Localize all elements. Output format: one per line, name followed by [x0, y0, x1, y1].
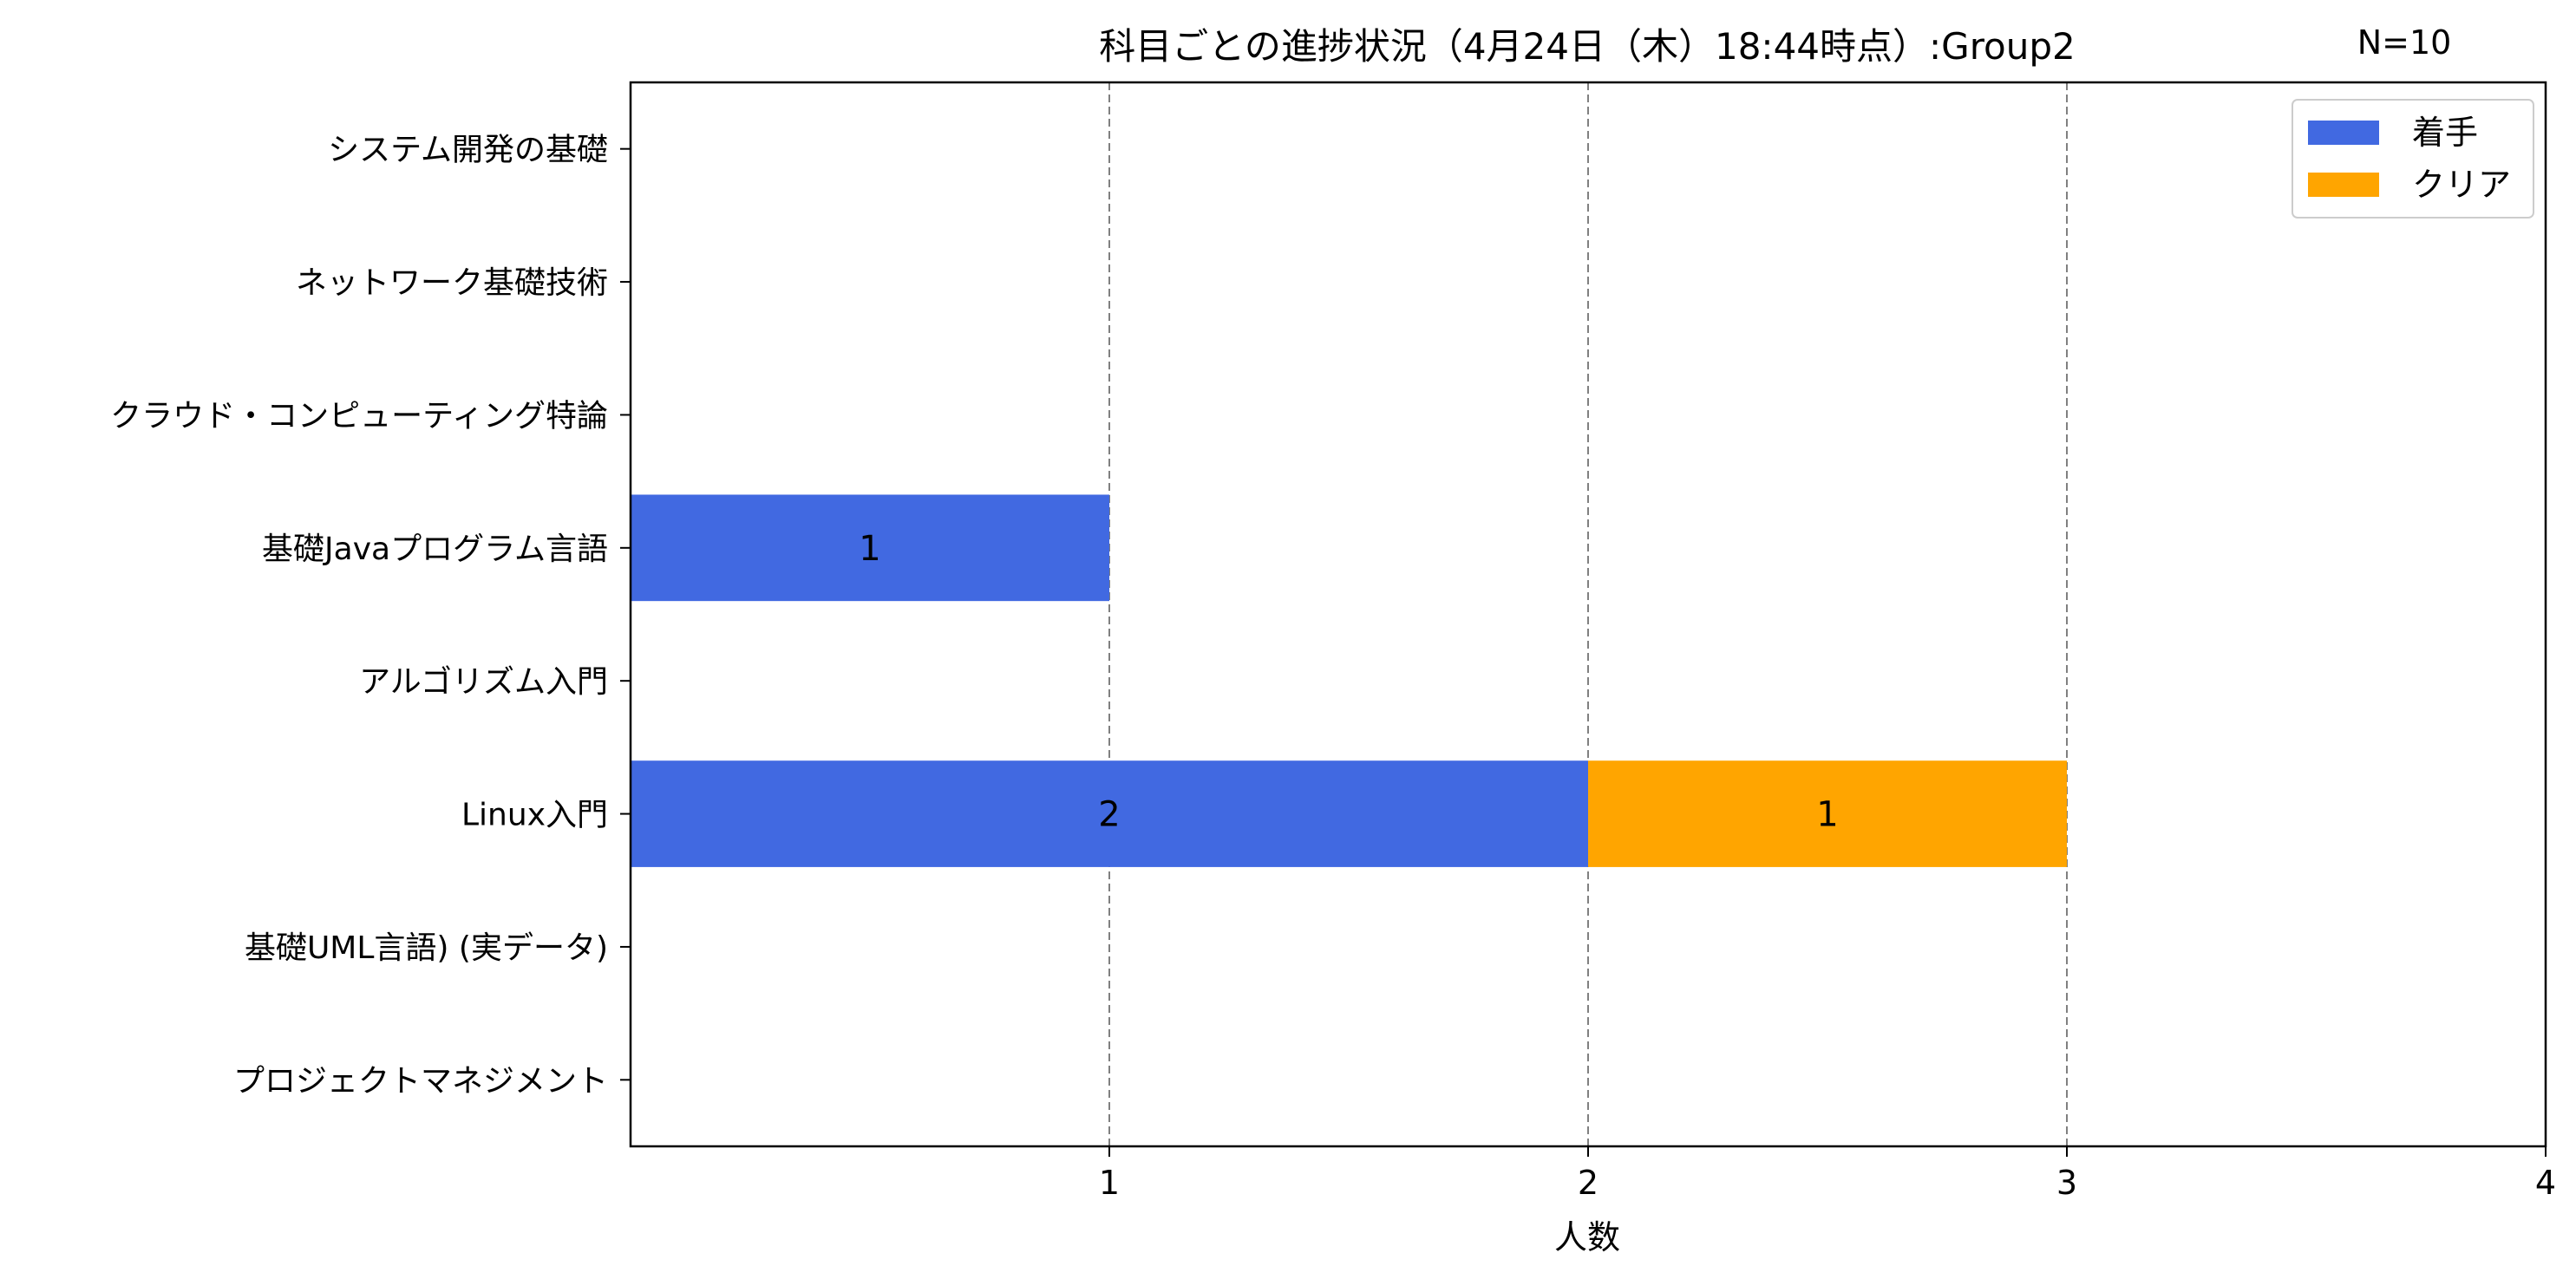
x-tick-label: 3: [2056, 1164, 2077, 1202]
chart-title: 科目ごとの進捗状況（4月24日（木）18:44時点）:Group2: [1099, 25, 2076, 68]
bar-value-label: 2: [1098, 795, 1120, 835]
legend-label: クリア: [2412, 166, 2511, 204]
bar-value-label: 1: [859, 529, 880, 569]
bar-value-label: 1: [1816, 795, 1838, 835]
category-label: 基礎UML言語) (実データ): [245, 930, 608, 966]
category-label: システム開発の基礎: [328, 133, 608, 168]
bars: 1 2 1: [631, 494, 2067, 866]
legend-swatch: [2308, 173, 2379, 197]
sample-size-annotation: N=10: [2357, 23, 2452, 62]
category-label: アルゴリズム入門: [359, 664, 608, 700]
category-label: クラウド・コンピューティング特論: [110, 398, 608, 434]
legend-swatch: [2308, 121, 2379, 145]
x-axis-label: 人数: [1554, 1218, 1620, 1256]
category-label: 基礎Javaプログラム言語: [262, 532, 608, 567]
category-label: プロジェクトマネジメント: [233, 1063, 608, 1099]
x-tick-label: 4: [2535, 1164, 2556, 1202]
y-axis: システム開発の基礎ネットワーク基礎技術クラウド・コンピューティング特論基礎Jav…: [110, 133, 631, 1100]
x-tick-label: 2: [1578, 1164, 1599, 1202]
category-label: ネットワーク基礎技術: [296, 265, 608, 301]
legend-label: 着手: [2412, 114, 2478, 152]
category-label: Linux入門: [461, 798, 608, 833]
x-axis: 1 2 3 4: [1099, 1146, 2556, 1202]
grid-lines: [1109, 82, 2067, 1146]
x-tick-label: 1: [1099, 1164, 1120, 1202]
